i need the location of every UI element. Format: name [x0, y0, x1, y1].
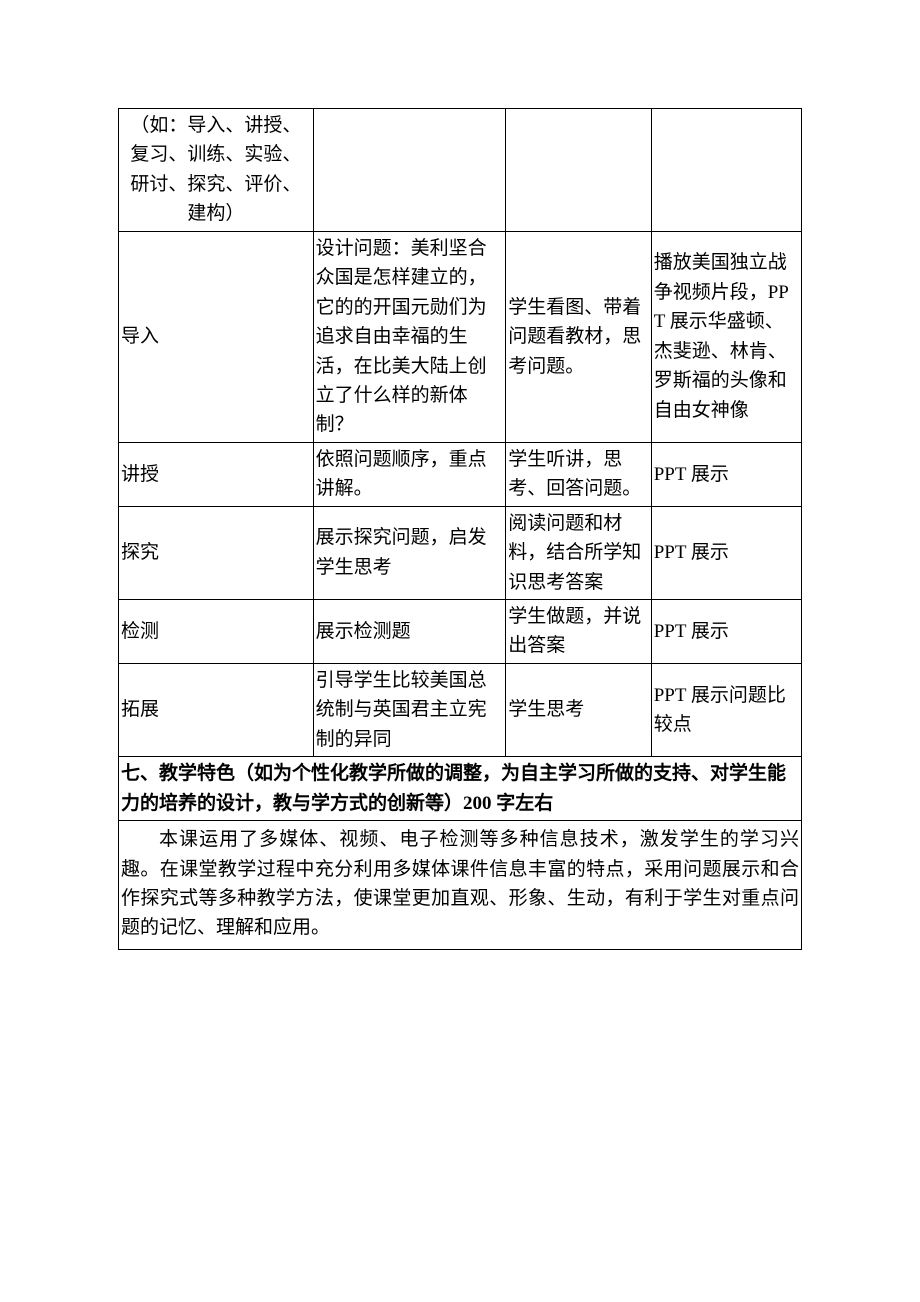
it-support-text: 播放美国独立战争视频片段，PPT 展示华盛顿、杰斐逊、林肯、罗斯福的头像和自由女…: [654, 252, 789, 420]
stage-note-text: （如：导入、讲授、复习、训练、实验、研讨、探究、评价、建构）: [130, 115, 301, 224]
stage-note-cell: （如：导入、讲授、复习、训练、实验、研讨、探究、评价、建构）: [119, 109, 314, 232]
teacher-activity-text: 展示探究问题，启发学生思考: [316, 527, 487, 577]
stage-label: 讲授: [121, 464, 159, 485]
lesson-plan-table: （如：导入、讲授、复习、训练、实验、研讨、探究、评价、建构） 导入 设计问题：美…: [118, 108, 802, 950]
table-row: 拓展 引导学生比较美国总统制与英国君主立宪制的异同 学生思考 PPT 展示问题比…: [119, 663, 802, 756]
table-row: 讲授 依照问题顺序，重点讲解。 学生听讲，思考、回答问题。 PPT 展示: [119, 442, 802, 506]
teacher-activity-cell: 展示探究问题，启发学生思考: [313, 506, 506, 599]
teacher-activity-cell: 依照问题顺序，重点讲解。: [313, 442, 506, 506]
section7-header-cell: 七、教学特色（如为个性化教学所做的调整，为自主学习所做的支持、对学生能力的培养的…: [119, 757, 802, 821]
student-activity-cell: 学生看图、带着问题看教材，思考问题。: [506, 231, 651, 442]
stage-label: 拓展: [121, 699, 159, 720]
stage-cell: 拓展: [119, 663, 314, 756]
section7-body-cell: 本课运用了多媒体、视频、电子检测等多种信息技术，激发学生的学习兴趣。在课堂教学过…: [119, 821, 802, 950]
teacher-activity-text: 依照问题顺序，重点讲解。: [316, 449, 487, 499]
empty-cell: [313, 109, 506, 232]
student-activity-text: 阅读问题和材料，结合所学知识思考答案: [508, 513, 641, 593]
table-row: 探究 展示探究问题，启发学生思考 阅读问题和材料，结合所学知识思考答案 PPT …: [119, 506, 802, 599]
stage-label: 检测: [121, 621, 159, 642]
table-row: （如：导入、讲授、复习、训练、实验、研讨、探究、评价、建构）: [119, 109, 802, 232]
empty-cell: [506, 109, 651, 232]
stage-cell: 导入: [119, 231, 314, 442]
stage-cell: 检测: [119, 600, 314, 664]
section-body-row: 本课运用了多媒体、视频、电子检测等多种信息技术，激发学生的学习兴趣。在课堂教学过…: [119, 821, 802, 950]
stage-label: 导入: [121, 326, 159, 347]
section-header-row: 七、教学特色（如为个性化教学所做的调整，为自主学习所做的支持、对学生能力的培养的…: [119, 757, 802, 821]
student-activity-text: 学生听讲，思考、回答问题。: [508, 449, 641, 499]
student-activity-cell: 学生做题，并说出答案: [506, 600, 651, 664]
it-support-cell: PPT 展示: [651, 442, 801, 506]
table-row: 导入 设计问题：美利坚合众国是怎样建立的，它的的开国元勋们为追求自由幸福的生活，…: [119, 231, 802, 442]
teacher-activity-cell: 展示检测题: [313, 600, 506, 664]
teacher-activity-text: 引导学生比较美国总统制与英国君主立宪制的异同: [316, 670, 487, 750]
it-support-cell: PPT 展示: [651, 506, 801, 599]
it-support-cell: PPT 展示: [651, 600, 801, 664]
student-activity-cell: 学生听讲，思考、回答问题。: [506, 442, 651, 506]
stage-cell: 讲授: [119, 442, 314, 506]
student-activity-text: 学生做题，并说出答案: [508, 606, 641, 656]
teacher-activity-text: 展示检测题: [316, 621, 411, 642]
it-support-text: PPT 展示问题比较点: [654, 685, 786, 735]
it-support-cell: PPT 展示问题比较点: [651, 663, 801, 756]
it-support-text: PPT 展示: [654, 464, 729, 485]
teacher-activity-cell: 引导学生比较美国总统制与英国君主立宪制的异同: [313, 663, 506, 756]
stage-cell: 探究: [119, 506, 314, 599]
student-activity-cell: 学生思考: [506, 663, 651, 756]
teacher-activity-cell: 设计问题：美利坚合众国是怎样建立的，它的的开国元勋们为追求自由幸福的生活，在比美…: [313, 231, 506, 442]
stage-label: 探究: [121, 542, 159, 563]
student-activity-cell: 阅读问题和材料，结合所学知识思考答案: [506, 506, 651, 599]
teacher-activity-text: 设计问题：美利坚合众国是怎样建立的，它的的开国元勋们为追求自由幸福的生活，在比美…: [316, 238, 487, 436]
empty-cell: [651, 109, 801, 232]
student-activity-text: 学生思考: [508, 699, 584, 720]
section7-body-text: 本课运用了多媒体、视频、电子检测等多种信息技术，激发学生的学习兴趣。在课堂教学过…: [121, 829, 799, 938]
section7-header-text: 七、教学特色（如为个性化教学所做的调整，为自主学习所做的支持、对学生能力的培养的…: [121, 763, 786, 813]
student-activity-text: 学生看图、带着问题看教材，思考问题。: [508, 297, 641, 377]
table-row: 检测 展示检测题 学生做题，并说出答案 PPT 展示: [119, 600, 802, 664]
it-support-cell: 播放美国独立战争视频片段，PPT 展示华盛顿、杰斐逊、林肯、罗斯福的头像和自由女…: [651, 231, 801, 442]
it-support-text: PPT 展示: [654, 542, 729, 563]
it-support-text: PPT 展示: [654, 621, 729, 642]
